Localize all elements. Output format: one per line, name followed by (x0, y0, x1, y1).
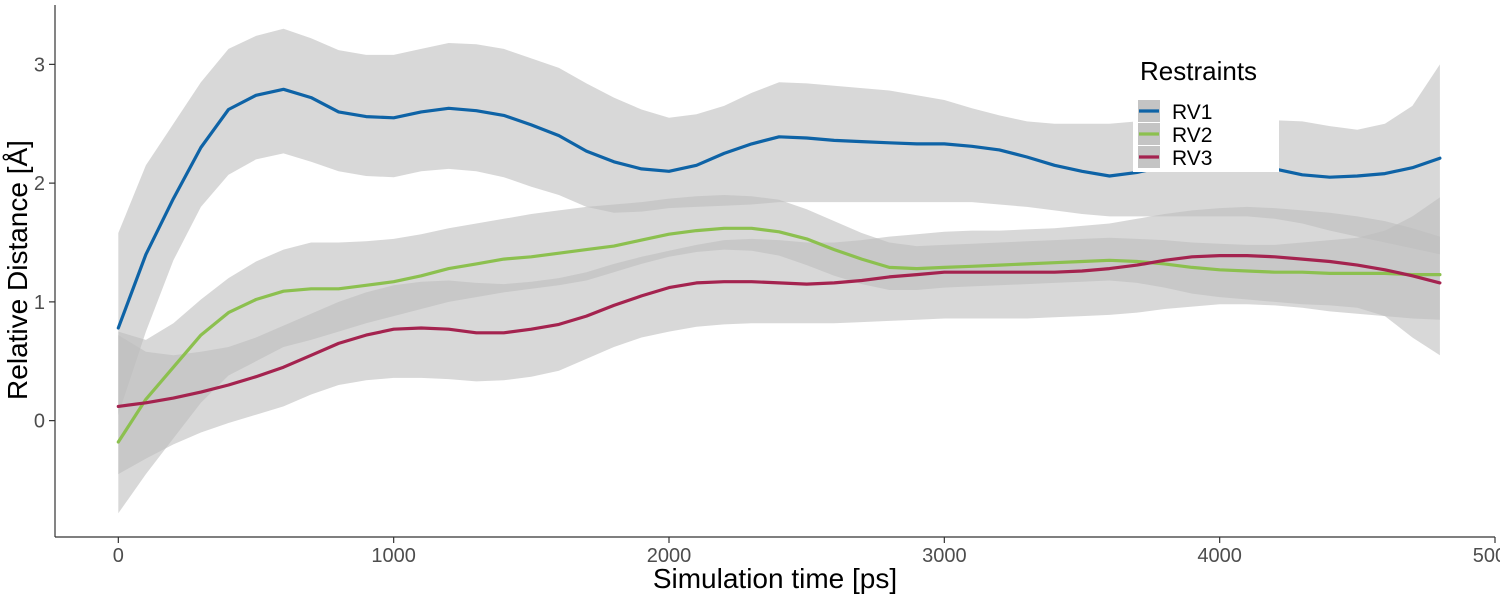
y-axis-title: Relative Distance [Å] (2, 140, 33, 400)
x-tick-label: 2000 (647, 545, 692, 567)
confidence-band-rv1 (118, 28, 1440, 415)
legend-label-rv2: RV2 (1172, 124, 1212, 147)
confidence-band-rv3 (118, 206, 1440, 475)
legend-title: Restraints (1140, 56, 1257, 86)
x-tick-label: 5000 (1473, 545, 1500, 567)
x-tick-label: 4000 (1197, 545, 1242, 567)
x-tick-label: 3000 (922, 545, 967, 567)
x-axis-ticks: 0 1000 2000 3000 4000 5000 (113, 537, 1500, 567)
y-tick-label: 3 (34, 54, 45, 76)
series-line-rv3 (116, 254, 1442, 408)
x-tick-label: 0 (113, 545, 124, 567)
confidence-bands (118, 28, 1440, 514)
y-tick-label: 0 (34, 411, 45, 433)
legend-label-rv1: RV1 (1172, 101, 1212, 124)
y-axis-ticks: 0 1 2 3 (34, 54, 55, 433)
x-tick-label: 1000 (371, 545, 416, 567)
y-tick-label: 1 (34, 292, 45, 314)
y-tick-label: 2 (34, 173, 45, 195)
legend-label-rv3: RV3 (1172, 147, 1212, 170)
series-line-rv2 (116, 226, 1442, 444)
x-axis-title: Simulation time [ps] (653, 563, 897, 594)
